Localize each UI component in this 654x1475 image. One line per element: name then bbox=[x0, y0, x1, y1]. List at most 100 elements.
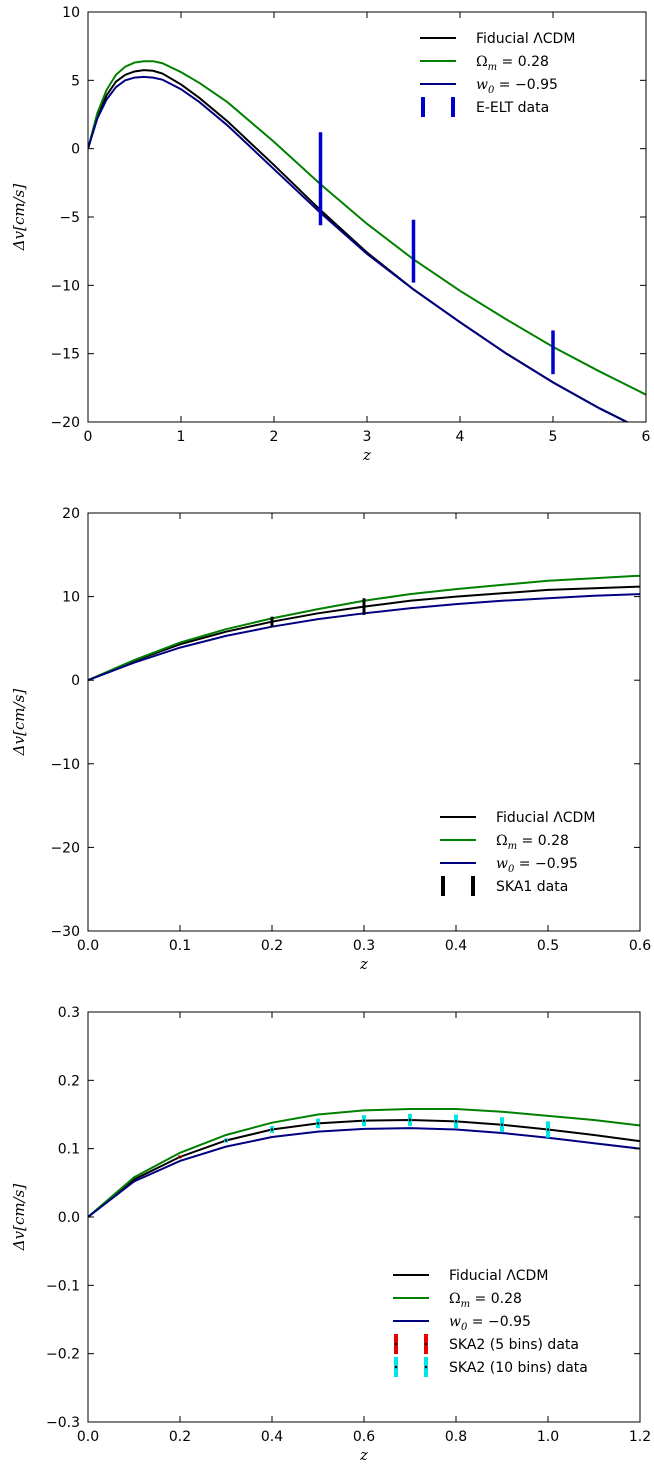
y-tick-label-2: −10 bbox=[50, 757, 80, 773]
y-tick-label-0: −0.3 bbox=[46, 1415, 80, 1431]
legend-errorbar-point-0-0 bbox=[394, 1342, 398, 1346]
x-axis-label: z bbox=[359, 1446, 368, 1464]
x-tick-label-0: 0 bbox=[84, 429, 93, 445]
plot-frame bbox=[87, 11, 647, 423]
legend-label-2: w0 = −0.95 bbox=[449, 1314, 531, 1333]
x-tick-label-2: 0.2 bbox=[261, 938, 283, 954]
legend-label-1: Ωm = 0.28 bbox=[449, 1291, 522, 1310]
y-tick-label-1: −15 bbox=[50, 347, 80, 363]
legend-label-sub: 0 bbox=[461, 1322, 468, 1333]
legend-label-main: w bbox=[476, 77, 488, 93]
x-tick-label-2: 2 bbox=[270, 429, 279, 445]
legend-label-main: w bbox=[496, 856, 508, 872]
legend-label-4: SKA2 (10 bins) data bbox=[449, 1360, 588, 1376]
x-tick-label-4: 0.8 bbox=[445, 1429, 467, 1445]
y-tick-label-6: 0.3 bbox=[58, 1005, 80, 1021]
legend-label-main: Ω bbox=[449, 1291, 461, 1307]
legend-label-main: w bbox=[449, 1314, 461, 1330]
legend-label-main: SKA1 data bbox=[496, 879, 568, 895]
x-tick-label-1: 0.2 bbox=[169, 1429, 191, 1445]
x-tick-label-4: 0.4 bbox=[445, 938, 467, 954]
legend-label-rest: = 0.28 bbox=[470, 1291, 522, 1307]
legend-label-1: Ωm = 0.28 bbox=[476, 54, 549, 73]
legend-label-main: E-ELT data bbox=[476, 100, 549, 116]
legend-label-main: Ω bbox=[476, 54, 488, 70]
legend-label-rest: = −0.95 bbox=[514, 856, 578, 872]
y-tick-label-4: 10 bbox=[62, 590, 80, 606]
legend-label-main: Fiducial ΛCDM bbox=[476, 31, 575, 47]
y-tick-label-5: 20 bbox=[62, 506, 80, 522]
errorbar-point-1-3 bbox=[362, 1119, 366, 1122]
y-tick-label-3: 0.0 bbox=[58, 1210, 80, 1226]
legend-label-1: Ωm = 0.28 bbox=[496, 833, 569, 852]
legend-errorbar-point-1-1 bbox=[424, 1365, 428, 1369]
legend-errorbar-point-1-0 bbox=[394, 1365, 398, 1369]
x-tick-label-3: 0.3 bbox=[353, 938, 375, 954]
legend-label-2: w0 = −0.95 bbox=[496, 856, 578, 875]
legend-label-sub: m bbox=[488, 62, 497, 73]
legend-label-sub: m bbox=[461, 1299, 470, 1310]
errorbar-point-1-2 bbox=[316, 1122, 320, 1125]
x-axis-label: z bbox=[362, 446, 371, 464]
chart-ska1: 0.0 0.1 0.2 0.3 0.4 0.5 0.6 −30 −20 −10 0 10 20 z Δv[c… bbox=[10, 506, 651, 973]
y-tick-label-3: 0 bbox=[71, 673, 80, 689]
x-tick-label-6: 1.2 bbox=[629, 1429, 651, 1445]
y-axis-label: Δv[cm/s] bbox=[10, 184, 28, 252]
legend-label-0: Fiducial ΛCDM bbox=[476, 31, 575, 47]
series-line-1 bbox=[88, 574, 640, 682]
series-line-0 bbox=[88, 1118, 640, 1218]
y-tick-label-1: −0.2 bbox=[46, 1347, 80, 1363]
chart-ska2: 0.0 0.2 0.4 0.6 0.8 1.0 1.2 −0.3 −0.2 −0.1 0.0 0.1 0… bbox=[10, 1005, 651, 1464]
x-tick-label-6: 0.6 bbox=[629, 938, 651, 954]
series-line-2 bbox=[88, 75, 630, 422]
y-tick-label-1: −20 bbox=[50, 840, 80, 856]
y-tick-label-2: −0.1 bbox=[46, 1278, 80, 1294]
y-axis-label: Δv[cm/s] bbox=[10, 1184, 28, 1252]
legend-label-0: Fiducial ΛCDM bbox=[449, 1268, 548, 1284]
y-tick-label-5: 0.2 bbox=[58, 1073, 80, 1089]
legend-label-main: SKA2 (5 bins) data bbox=[449, 1337, 579, 1353]
legend-label-rest: = −0.95 bbox=[494, 77, 558, 93]
y-tick-label-4: 0 bbox=[71, 142, 80, 158]
series-line-1 bbox=[88, 1108, 640, 1218]
x-tick-label-6: 6 bbox=[642, 429, 651, 445]
legend-label-sub: m bbox=[508, 841, 517, 852]
legend-label-3: SKA2 (5 bins) data bbox=[449, 1337, 579, 1353]
errorbar-point-0-0 bbox=[178, 1155, 182, 1159]
x-tick-label-5: 5 bbox=[549, 429, 558, 445]
chart-eelt: 0 1 2 3 4 5 6 −20 −15 −10 −5 0 5 10 z Δv[cm/s] Fiducial … bbox=[10, 5, 651, 464]
series-line-2 bbox=[88, 1127, 640, 1218]
errorbar-point-1-1 bbox=[270, 1128, 274, 1131]
y-tick-label-2: −10 bbox=[50, 278, 80, 294]
legend-label-rest: = 0.28 bbox=[517, 833, 569, 849]
y-tick-label-0: −30 bbox=[50, 924, 80, 940]
y-tick-label-3: −5 bbox=[59, 210, 80, 226]
errorbar-point-1-6 bbox=[500, 1123, 504, 1127]
legend-label-0: Fiducial ΛCDM bbox=[496, 810, 595, 826]
x-tick-label-1: 1 bbox=[177, 429, 186, 445]
legend-label-rest: = −0.95 bbox=[467, 1314, 531, 1330]
legend-errorbar-point-0-1 bbox=[424, 1342, 428, 1346]
y-tick-label-6: 10 bbox=[62, 5, 80, 21]
x-tick-label-2: 0.4 bbox=[261, 1429, 283, 1445]
x-axis-label: z bbox=[359, 955, 368, 973]
series-line-1 bbox=[88, 60, 646, 396]
legend-label-main: Fiducial ΛCDM bbox=[496, 810, 595, 826]
legend-label-2: w0 = −0.95 bbox=[476, 77, 558, 96]
errorbar-point-1-0 bbox=[224, 1139, 228, 1142]
legend-label-rest: = 0.28 bbox=[497, 54, 549, 70]
y-axis-label: Δv[cm/s] bbox=[10, 689, 28, 757]
x-tick-label-0: 0.0 bbox=[77, 1429, 99, 1445]
legend-label-3: SKA1 data bbox=[496, 879, 568, 895]
legend-label-3: E-ELT data bbox=[476, 100, 549, 116]
errorbar-point-1-7 bbox=[546, 1128, 550, 1131]
legend-label-sub: 0 bbox=[508, 864, 515, 875]
x-tick-label-4: 4 bbox=[456, 429, 465, 445]
legend-label-main: SKA2 (10 bins) data bbox=[449, 1360, 588, 1376]
legend-label-sub: 0 bbox=[488, 85, 495, 96]
x-tick-label-1: 0.1 bbox=[169, 938, 191, 954]
x-tick-label-5: 0.5 bbox=[537, 938, 559, 954]
errorbar-point-1-4 bbox=[408, 1118, 412, 1122]
legend-label-main: Ω bbox=[496, 833, 508, 849]
x-tick-label-0: 0.0 bbox=[77, 938, 99, 954]
